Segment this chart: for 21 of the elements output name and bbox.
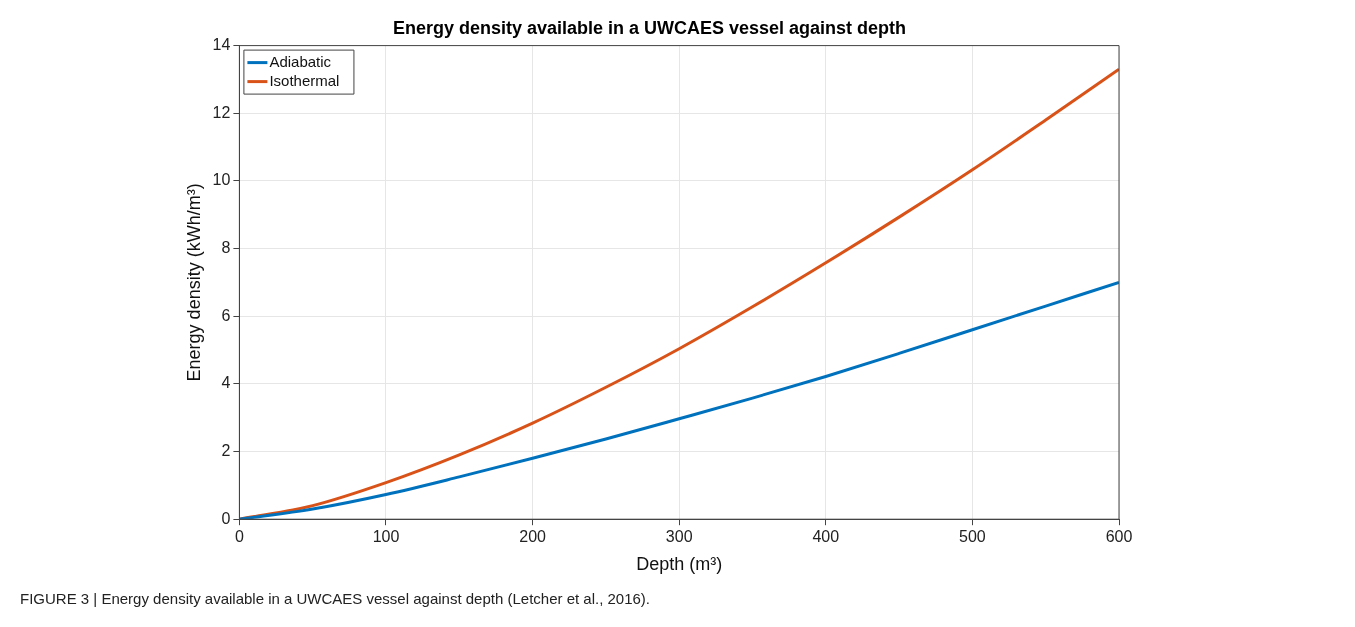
y-tick-label: 8 bbox=[221, 238, 231, 256]
x-tick-label: 100 bbox=[372, 528, 400, 546]
y-axis-title: Energy density (kWh/m³) bbox=[183, 183, 204, 382]
y-tick-label: 4 bbox=[221, 374, 231, 392]
x-tick-label: 400 bbox=[812, 528, 840, 546]
y-tick-label: 6 bbox=[221, 306, 231, 324]
x-axis-title: Depth (m³) bbox=[636, 554, 723, 575]
y-tick-label: 0 bbox=[221, 509, 231, 527]
caption: FIGURE 3 | Energy density available in a UWCAES vessel against depth (Letcher et al., 2016). bbox=[20, 590, 651, 607]
x-tick-label: 300 bbox=[665, 528, 693, 546]
x-tick-label: 200 bbox=[519, 528, 547, 546]
x-tick-label: 0 bbox=[234, 528, 244, 546]
x-tick-label: 500 bbox=[959, 528, 986, 546]
y-tick-label: 10 bbox=[212, 171, 231, 189]
x-tick-label: 600 bbox=[1105, 528, 1133, 546]
chart-title: Energy density available in a UWCAES vessel against depth bbox=[392, 17, 907, 38]
y-tick-label: 12 bbox=[212, 103, 231, 121]
y-tick-label: 14 bbox=[212, 36, 231, 54]
legend-label: Isothermal bbox=[269, 71, 340, 89]
y-tick-label: 2 bbox=[221, 441, 231, 459]
legend-label: Adiabatic bbox=[269, 52, 332, 70]
